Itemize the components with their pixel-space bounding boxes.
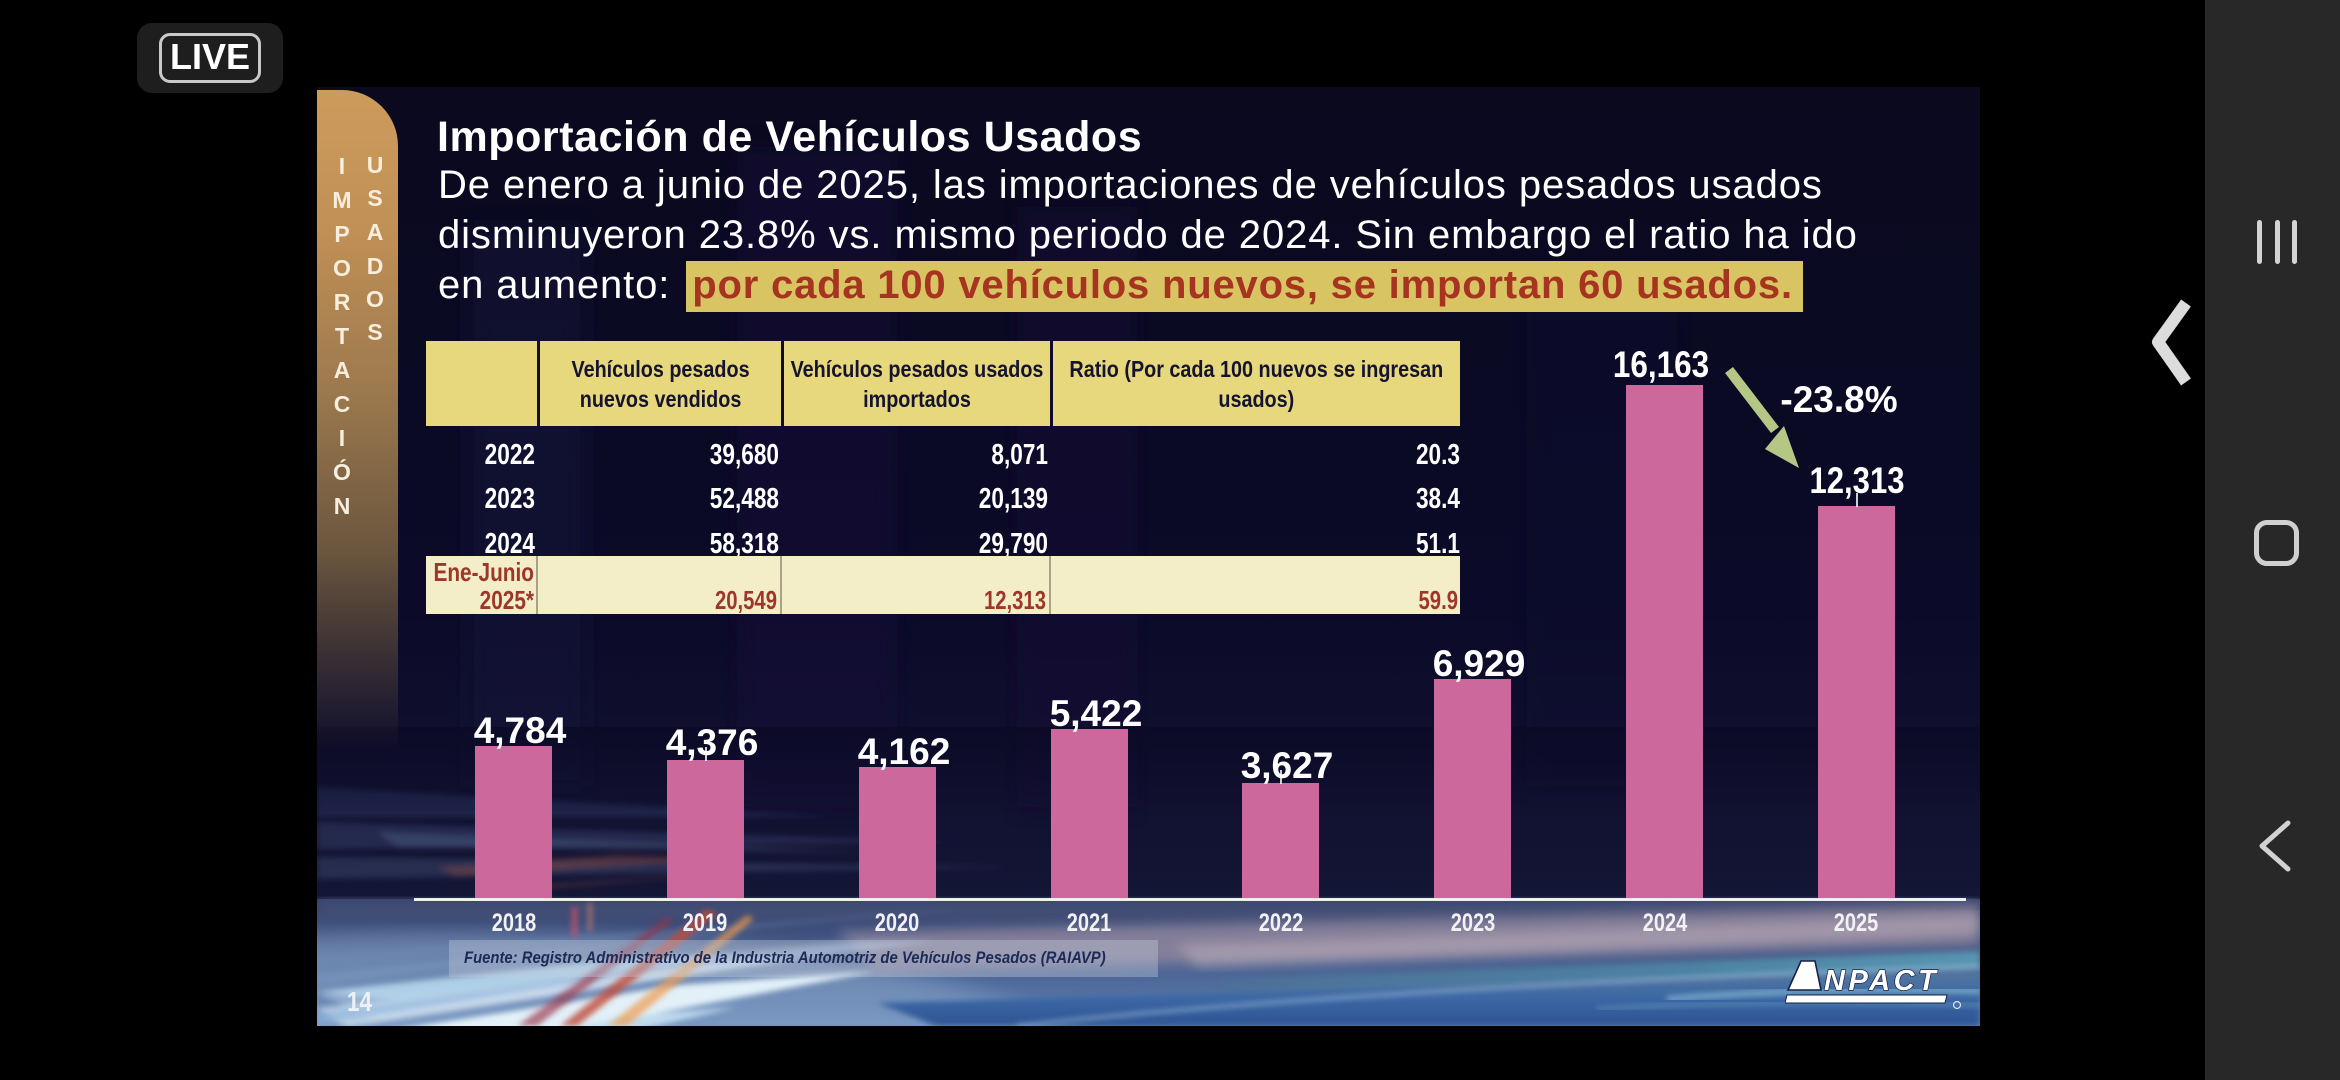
svg-text:NPACT: NPACT — [1824, 965, 1939, 997]
